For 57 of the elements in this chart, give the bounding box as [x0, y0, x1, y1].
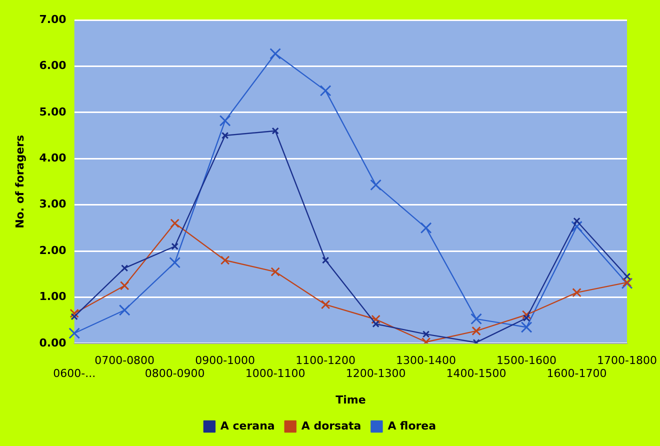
point	[522, 314, 530, 322]
point	[520, 322, 532, 333]
x-tick-label: 0600-...	[53, 367, 96, 380]
y-tick-label: 4.00	[39, 151, 67, 164]
x-tick-label: 0700-0800	[94, 354, 155, 367]
x-tick-label: 0900-1000	[195, 354, 256, 367]
point	[171, 242, 178, 250]
point	[322, 256, 330, 264]
point	[320, 84, 332, 96]
point	[169, 256, 181, 268]
x-tick-label: 1700-1800	[597, 354, 658, 367]
point	[573, 217, 580, 225]
point	[422, 330, 430, 338]
point	[170, 218, 180, 228]
point	[68, 328, 80, 339]
y-tick-label: 0.00	[39, 336, 67, 350]
x-tick-label: 1600-1700	[546, 367, 607, 380]
point	[472, 326, 481, 336]
x-tick-label: 1200-1300	[346, 367, 406, 380]
x-tick-label: 1100-1200	[296, 354, 356, 367]
point	[270, 48, 282, 60]
x-tick-label: 0800-0900	[144, 367, 205, 380]
y-tick-label: 1.00	[39, 290, 67, 304]
point	[623, 272, 631, 280]
y-tick-label: 6.00	[39, 59, 67, 72]
point	[70, 308, 79, 318]
point	[219, 115, 231, 126]
point	[320, 300, 330, 310]
x-tick-label: 1500-1600	[496, 354, 557, 367]
point	[272, 127, 279, 134]
x-tick-label: 1000-1100	[245, 367, 306, 380]
point	[120, 281, 130, 290]
point	[572, 288, 582, 298]
point	[522, 310, 532, 320]
y-tick-label: 5.00	[39, 105, 67, 118]
point	[118, 304, 130, 316]
point	[370, 179, 382, 191]
point	[220, 256, 230, 265]
point	[571, 220, 582, 232]
y-tick-label: 7.00	[39, 12, 67, 26]
point	[371, 314, 380, 324]
x-tick-label: 1400-1500	[446, 367, 506, 380]
y-axis-title: No. of foragers	[13, 134, 26, 228]
legend-label: A florea	[388, 419, 436, 432]
point	[470, 313, 482, 325]
legend-label: A cerana	[220, 419, 275, 432]
y-tick-label: 2.00	[39, 244, 67, 257]
point	[270, 267, 280, 276]
point	[221, 132, 229, 140]
point	[372, 320, 380, 328]
legend-label: A dorsata	[301, 419, 362, 432]
y-tick-label: 3.00	[39, 198, 67, 211]
point	[420, 222, 432, 234]
x-axis-title: Time	[336, 393, 366, 406]
point	[121, 264, 128, 272]
point	[70, 313, 78, 320]
x-tick-label: 1300-1400	[396, 354, 456, 367]
